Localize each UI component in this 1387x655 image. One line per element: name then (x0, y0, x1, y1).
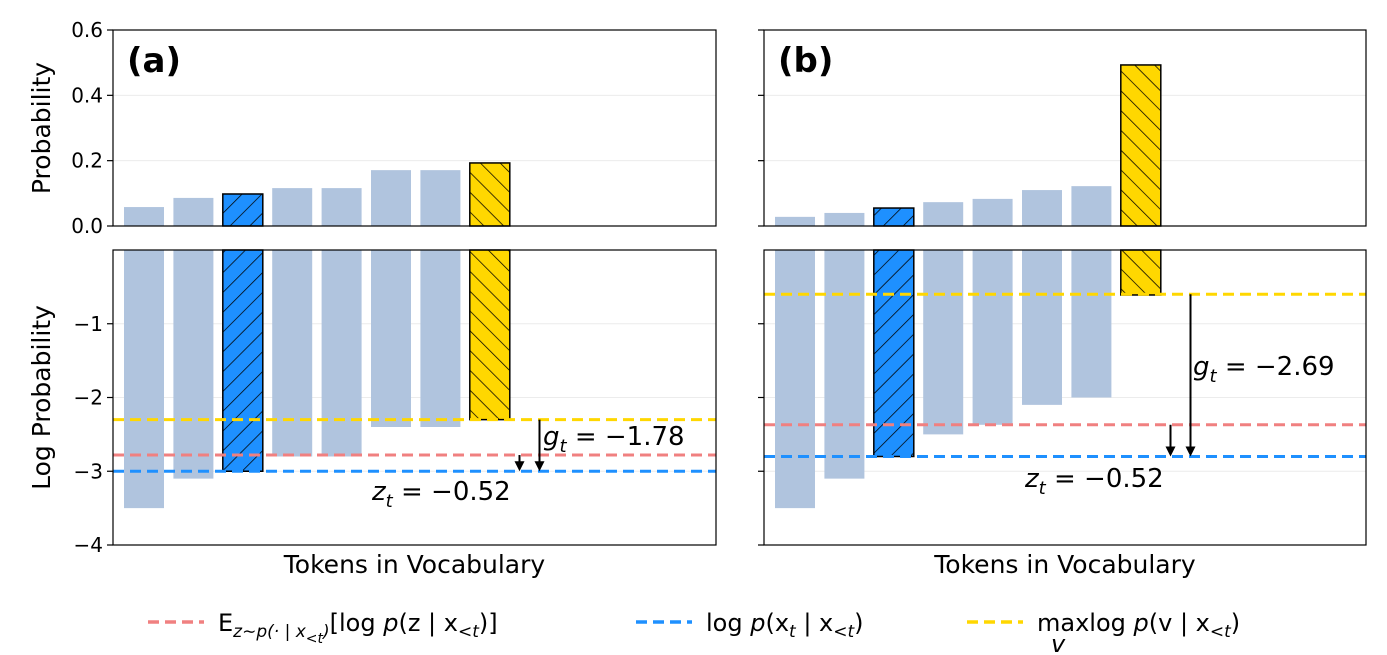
annotation-value: = −0.52 (393, 477, 511, 507)
z-arrow-head (1165, 446, 1176, 457)
legend-segment: [log (330, 609, 384, 637)
panel-label: (b) (778, 41, 833, 81)
annotation-var: z (371, 477, 387, 507)
legend-segment: p (749, 609, 765, 637)
top-axes-frame (763, 29, 1367, 227)
logprob-bar (124, 250, 164, 509)
logprob-bar-hatch (873, 249, 915, 458)
prob-bar (923, 202, 964, 226)
logprob-bar-hatch (1120, 249, 1162, 296)
annotation-sub: t (386, 491, 394, 512)
legend-segment: p (1133, 609, 1149, 637)
logprob-bar (1022, 250, 1062, 405)
legend-segment: | x (796, 609, 834, 637)
annotation-value: = −0.52 (1046, 464, 1164, 494)
prob-bar (124, 207, 164, 226)
top-axes-frame (112, 29, 717, 227)
prob-bar (173, 197, 214, 226)
y-tick-label: 0.6 (71, 18, 103, 42)
prob-bar-hatch (222, 193, 264, 227)
legend-segment: (v | x (1149, 609, 1210, 637)
annotation-value: = −2.69 (1217, 352, 1335, 382)
logprob-bar (775, 250, 815, 509)
legend-segment: <t (306, 631, 324, 647)
legend-segment: log (1089, 609, 1133, 637)
g-annotation: gt = −2.69 (1193, 352, 1335, 387)
z-arrow-head (514, 461, 525, 472)
y-tick-label: 0.0 (71, 214, 103, 238)
legend-segment: <t (833, 622, 855, 642)
annotation-sub: t (1039, 478, 1047, 499)
annotation-var: z (1024, 464, 1040, 494)
annotation-sub: t (1210, 366, 1218, 387)
logprob-bar (173, 250, 214, 479)
y-axis-label-bottom: Log Probability (27, 305, 56, 490)
logprob-bar-hatch (469, 249, 511, 421)
g-annotation: gt = −1.78 (543, 422, 685, 457)
annotation-var: g (1193, 352, 1210, 382)
legend-segment: <t (458, 622, 480, 642)
y-tick-label: 0.4 (71, 83, 103, 107)
y-tick-label: 0.2 (71, 149, 103, 173)
x-axis-label: Tokens in Vocabulary (933, 550, 1196, 579)
legend-segment: <t (1210, 622, 1232, 642)
legend-segment: max (1037, 609, 1089, 637)
logprob-bar-hatch (222, 249, 264, 472)
legend-segment: ) (321, 622, 330, 642)
y-tick-label: −2 (74, 386, 103, 410)
legend: Ez∼p(· | x<t)[log p(z | x<t)] log p(xt | … (148, 609, 1240, 655)
y-tick-label: −4 (74, 533, 103, 557)
legend-segment: ) (1231, 609, 1240, 637)
x-axis-label: Tokens in Vocabulary (283, 550, 546, 579)
legend-label-expected: Ez∼p(· | x<t)[log p(z | x<t)] (218, 609, 498, 647)
legend-label-max: maxlog p(v | x<t) (1037, 609, 1240, 642)
logprob-bar (923, 250, 964, 435)
g-arrow-head (1185, 446, 1196, 457)
prob-bar-hatch (873, 207, 915, 227)
y-tick-label: −3 (74, 459, 103, 483)
legend-segment: t (789, 622, 797, 642)
annotation-sub: t (560, 436, 568, 457)
legend-segment: (z | x (398, 609, 458, 637)
legend-under-max: v (1051, 630, 1066, 655)
legend-segment: p (382, 609, 398, 637)
prob-bar (1071, 186, 1112, 226)
logprob-bar (972, 250, 1013, 425)
annotation-value: = −1.78 (567, 422, 685, 452)
prob-bar (272, 188, 313, 226)
prob-bar-hatch (1120, 64, 1162, 227)
prob-bar (775, 216, 815, 226)
logprob-bar (1071, 250, 1112, 398)
z-annotation: zt = −0.52 (371, 477, 511, 512)
legend-segment: ) (854, 609, 863, 637)
prob-bar (371, 170, 411, 226)
annotation-var: g (543, 422, 560, 452)
legend-segment: E (218, 609, 233, 637)
g-arrow-head (534, 461, 545, 472)
logprob-bar (371, 250, 411, 427)
y-axis-label-top: Probability (27, 62, 56, 194)
prob-bar (321, 188, 362, 226)
z-annotation: zt = −0.52 (1024, 464, 1164, 499)
logprob-bar (420, 250, 461, 427)
legend-segment: (x (765, 609, 789, 637)
logprob-bar (321, 250, 362, 457)
prob-bar (824, 212, 865, 226)
legend-label-target: log p(xt | x<t) (706, 609, 864, 642)
legend-segment: )] (479, 609, 498, 637)
legend-segment: log (706, 609, 750, 637)
prob-bar (972, 198, 1013, 226)
prob-bar-hatch (469, 162, 511, 227)
legend-segment: z∼p(· | x (232, 622, 307, 642)
prob-bar (1022, 190, 1062, 226)
y-tick-label: −1 (74, 312, 103, 336)
logprob-bar (272, 250, 313, 457)
prob-bar (420, 170, 461, 226)
logprob-bar (824, 250, 865, 479)
panel-label: (a) (127, 41, 181, 81)
